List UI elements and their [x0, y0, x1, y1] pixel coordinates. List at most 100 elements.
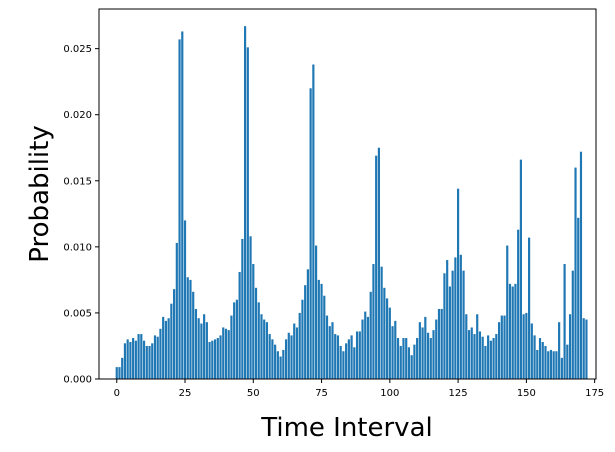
bar-10: [142, 340, 146, 379]
bar-79: [331, 322, 334, 379]
bar-82: [339, 345, 342, 379]
bar-162: [558, 322, 561, 379]
bar-159: [549, 349, 553, 379]
bar-74: [317, 279, 320, 379]
bar-95: [375, 155, 378, 379]
bar-21: [173, 289, 176, 379]
bar-104: [399, 345, 402, 379]
x-axis-ticks: 0 25 50 75 100 125 150 175: [114, 379, 604, 399]
bar-11: [145, 345, 148, 379]
bar-93: [369, 291, 372, 379]
bar-5: [129, 342, 132, 379]
bar-25: [183, 220, 187, 379]
bar-146: [514, 283, 517, 379]
bar-87: [353, 347, 356, 379]
bar-150: [525, 312, 528, 379]
bar-128: [465, 314, 468, 379]
bar-163: [560, 357, 563, 379]
bar-116: [432, 330, 435, 379]
bar-16: [159, 328, 162, 379]
bar-7: [134, 340, 137, 379]
bar-157: [544, 345, 547, 379]
y-tick-label: 0.025: [63, 44, 92, 55]
bar-129: [467, 330, 471, 379]
x-tick-label: 125: [449, 388, 468, 399]
bar-110: [416, 338, 419, 379]
bar-124: [454, 257, 457, 379]
bar-85: [347, 339, 350, 379]
bar-6: [132, 338, 135, 379]
bar-88: [355, 331, 359, 379]
bar-51: [254, 287, 258, 379]
bar-147: [517, 229, 520, 379]
bar-121: [446, 260, 449, 379]
y-tick-label: 0.000: [63, 375, 92, 386]
x-tick-label: 175: [585, 388, 604, 399]
bar-81: [336, 335, 340, 379]
bar-103: [396, 338, 400, 379]
bar-153: [533, 335, 536, 379]
bar-19: [167, 318, 170, 379]
bar-31: [200, 323, 203, 379]
bar-84: [345, 343, 348, 379]
bar-160: [552, 351, 555, 379]
bar-138: [492, 338, 495, 379]
bar-22: [175, 242, 178, 379]
bar-78: [328, 326, 331, 379]
bar-2: [121, 357, 124, 379]
bar-14: [153, 335, 157, 379]
bar-143: [506, 245, 509, 379]
bar-107: [407, 347, 411, 379]
bar-113: [424, 316, 427, 379]
bar-86: [350, 335, 353, 379]
bar-12: [148, 345, 151, 379]
bar-52: [257, 302, 260, 379]
y-axis-label: Probability: [25, 125, 55, 262]
bar-34: [208, 342, 211, 379]
bar-139: [495, 334, 498, 379]
bar-167: [571, 270, 574, 379]
bar-29: [194, 308, 198, 379]
bar-46: [241, 238, 244, 379]
bar-58: [274, 344, 277, 379]
bar-59: [276, 351, 279, 379]
bar-18: [164, 320, 167, 379]
bar-97: [380, 266, 383, 379]
bar-39: [222, 327, 225, 379]
bar-109: [413, 344, 416, 379]
bar-135: [484, 345, 487, 379]
y-tick-label: 0.015: [63, 176, 92, 187]
bar-64: [290, 335, 293, 379]
x-axis-label: Time Interval: [260, 413, 432, 443]
bar-172: [585, 319, 588, 379]
bar-26: [186, 277, 189, 379]
bar-70: [306, 269, 309, 379]
x-tick-label: 0: [114, 388, 120, 399]
bar-89: [358, 331, 361, 379]
bar-166: [568, 314, 572, 379]
bar-69: [304, 285, 307, 379]
bar-144: [508, 283, 512, 379]
bar-24: [181, 31, 184, 380]
bar-47: [244, 26, 247, 380]
bar-1: [118, 367, 121, 379]
bar-161: [555, 351, 558, 379]
bar-23: [178, 39, 181, 379]
bar-37: [216, 338, 219, 379]
bar-106: [405, 338, 408, 379]
x-tick-label: 50: [247, 388, 260, 399]
bar-28: [192, 291, 195, 379]
bar-169: [577, 217, 580, 379]
bar-65: [293, 323, 296, 379]
x-tick-label: 75: [315, 388, 328, 399]
bar-100: [388, 307, 391, 379]
bar-0: [115, 367, 118, 379]
bar-55: [265, 322, 269, 379]
bar-20: [170, 303, 173, 379]
bar-61: [282, 349, 285, 379]
bar-66: [295, 327, 299, 379]
bar-171: [582, 318, 585, 379]
bar-80: [334, 334, 337, 379]
bar-127: [462, 270, 465, 379]
